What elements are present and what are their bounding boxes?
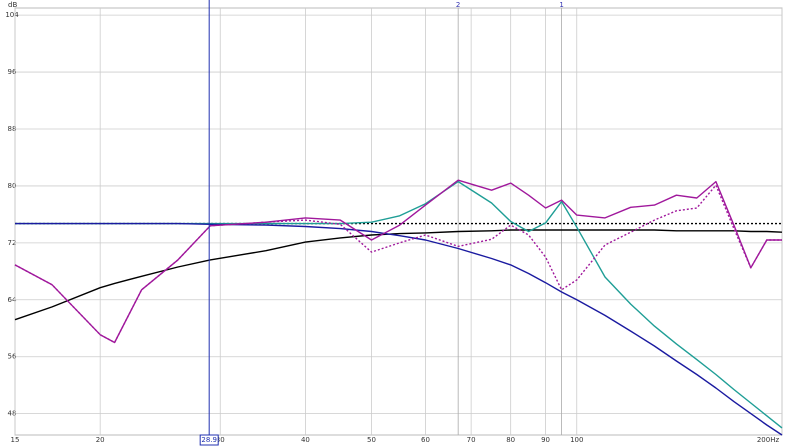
y-tick-label: 56 xyxy=(8,353,17,361)
y-tick-label: 96 xyxy=(8,68,17,76)
x-tick-label: 20 xyxy=(96,436,105,444)
y-tick-label: 80 xyxy=(8,182,17,190)
cursor-box xyxy=(199,434,219,446)
cursor-label: 28.9 xyxy=(201,436,217,444)
x-tick-label: 40 xyxy=(301,436,310,444)
series-line xyxy=(15,222,783,436)
y-tick-label: 104 xyxy=(5,11,19,19)
x-tick-label: 15 xyxy=(11,436,20,444)
marker-label: 1 xyxy=(559,1,563,9)
x-tick-label: 70 xyxy=(467,436,476,444)
x-tick-label: 60 xyxy=(421,436,430,444)
series-line xyxy=(14,229,783,321)
y-tick-label: 72 xyxy=(8,239,17,247)
x-tick-label: 200Hz xyxy=(757,436,780,444)
x-tick-label: 30 xyxy=(216,436,225,444)
x-tick-label: 100 xyxy=(570,436,583,444)
x-tick-label: 90 xyxy=(541,436,550,444)
marker-label: 2 xyxy=(456,1,460,9)
x-tick-label: 50 xyxy=(367,436,376,444)
y-tick-label: 88 xyxy=(8,125,17,133)
y-tick-label: 48 xyxy=(8,410,17,418)
y-axis-label: dB xyxy=(8,1,17,9)
x-tick-label: 80 xyxy=(506,436,515,444)
y-tick-label: 64 xyxy=(8,296,17,304)
series-line xyxy=(14,179,782,344)
